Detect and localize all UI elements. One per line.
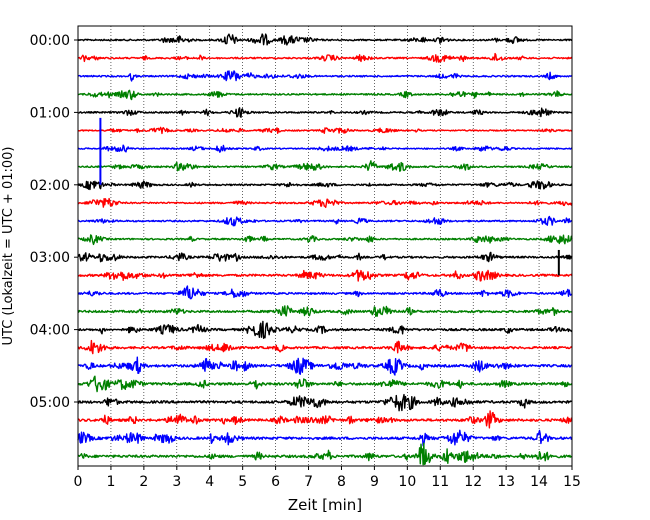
x-tick-label: 1: [106, 474, 115, 490]
x-tick-label: 4: [205, 474, 214, 490]
x-tick-label: 2: [139, 474, 148, 490]
x-tick-label: 3: [172, 474, 181, 490]
x-tick-label: 7: [304, 474, 313, 490]
x-tick-label: 13: [497, 474, 515, 490]
y-tick-label: 00:00: [30, 33, 70, 49]
trace-row-01:00: [77, 107, 573, 118]
seismic-traces: [77, 33, 573, 466]
trace-row-04:45: [77, 375, 573, 393]
grid-lines: [110, 26, 540, 466]
x-tick-label: 10: [398, 474, 416, 490]
x-tick-label: 5: [238, 474, 247, 490]
trace-row-03:45: [77, 305, 573, 317]
y-tick-label: 03:00: [30, 250, 70, 266]
seismic-spikes: [99, 117, 560, 334]
trace-row-01:45: [77, 160, 573, 172]
trace-row-02:45: [77, 234, 573, 246]
y-tick-label: 04:00: [30, 323, 70, 339]
trace-row-04:15: [77, 339, 573, 355]
x-tick-label: 8: [337, 474, 346, 490]
trace-row-03:15: [77, 269, 573, 282]
x-tick-label: 0: [74, 474, 83, 490]
x-axis-ticks: 0 1 2 3 4 5 6 7 8 9 10 11 12 13 14 15: [74, 466, 581, 490]
y-axis-ticks: 00:00 01:00 02:00 03:00 04:00 05:00: [30, 33, 78, 411]
x-axis-label: Zeit [min]: [288, 496, 362, 514]
trace-row-00:45: [77, 89, 573, 101]
x-tick-label: 14: [530, 474, 548, 490]
trace-row-05:00: [77, 393, 573, 412]
trace-row-02:15: [77, 197, 573, 209]
trace-row-05:45: [77, 442, 573, 466]
x-tick-label: 9: [370, 474, 379, 490]
y-tick-label: 02:00: [30, 178, 70, 194]
x-tick-label: 6: [271, 474, 280, 490]
trace-row-05:30: [77, 429, 573, 447]
trace-row-03:00: [77, 251, 573, 263]
trace-row-05:15: [77, 410, 573, 429]
trace-row-03:30: [77, 285, 573, 300]
y-tick-label: 01:00: [30, 105, 70, 121]
trace-row-01:30: [77, 144, 573, 153]
x-tick-label: 11: [431, 474, 449, 490]
y-tick-label: 05:00: [30, 395, 70, 411]
trace-row-00:30: [77, 70, 573, 82]
trace-row-04:30: [77, 356, 573, 376]
trace-row-00:15: [77, 52, 573, 63]
plot-frame: [77, 25, 573, 467]
trace-row-00:00: [77, 33, 573, 46]
x-tick-label: 15: [563, 474, 581, 490]
trace-row-02:30: [77, 215, 573, 227]
trace-row-01:15: [77, 126, 573, 135]
y-axis-label: UTC (Lokalzeit = UTC + 01:00): [1, 147, 16, 346]
trace-row-02:00: [77, 180, 573, 191]
trace-row-04:00: [77, 320, 573, 339]
x-tick-label: 12: [464, 474, 482, 490]
